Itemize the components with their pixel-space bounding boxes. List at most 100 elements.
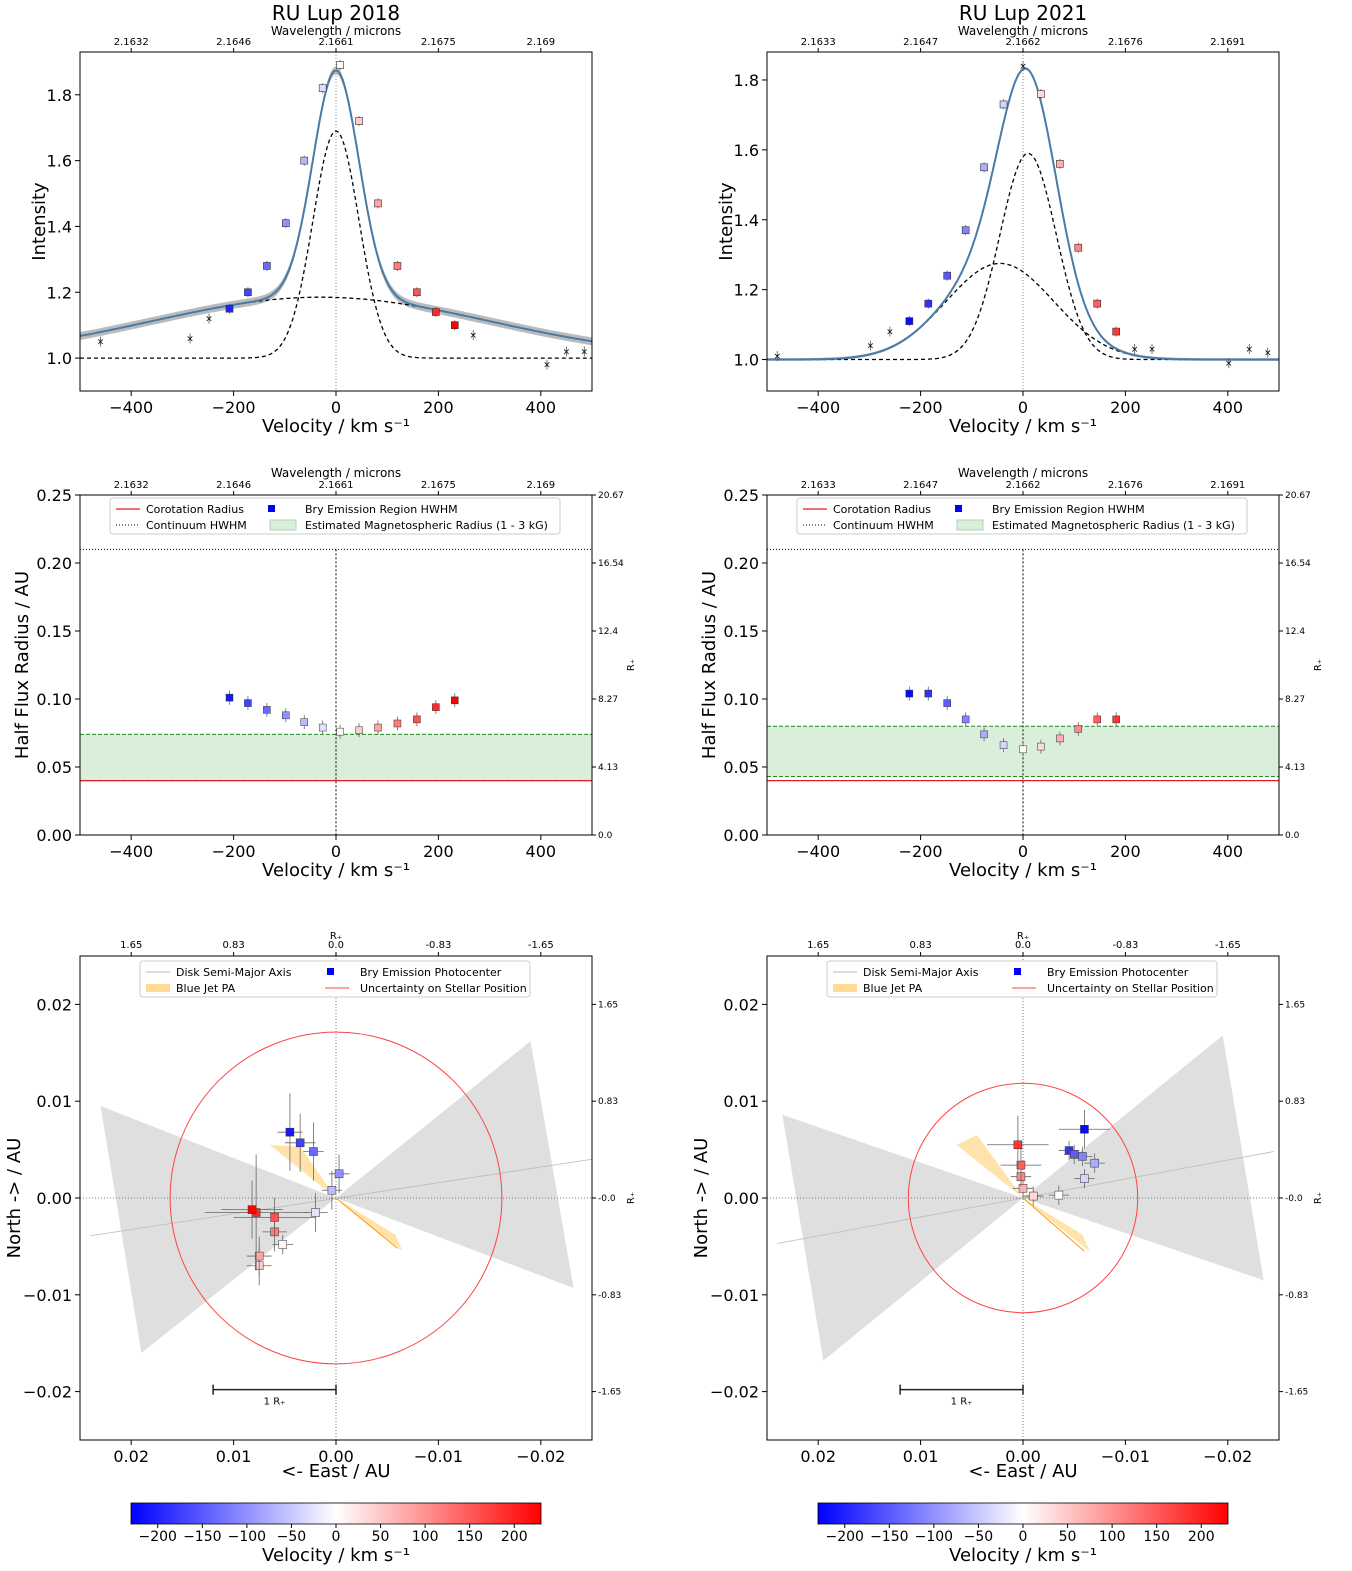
right-tick-label: 20.67 [1285, 491, 1311, 501]
right-tick-label: 8.27 [1285, 695, 1305, 705]
photocenter-point [1078, 1152, 1087, 1161]
top-tick-label: 2.169 [526, 480, 555, 491]
data-point: × [1246, 345, 1254, 355]
colorbar-tick-label: −150 [870, 1529, 908, 1545]
legend-swatch-hwhm [955, 505, 962, 512]
hfr-panel: −400 −200 0 200 400 0.00 0.05 0.10 0.15 0.20 0.25 0… [699, 466, 1324, 881]
data-point [374, 199, 382, 208]
photocenter-point [247, 1205, 257, 1214]
data-point [318, 84, 327, 93]
jet-wedge [956, 1135, 1023, 1198]
data-point [300, 718, 309, 726]
colorbar-tick-label: 100 [1099, 1529, 1126, 1545]
data-point [961, 226, 970, 235]
x-tick-label: 400 [1213, 842, 1244, 861]
y-tick-label: 1.8 [47, 86, 72, 105]
data-point [980, 163, 988, 172]
y-tick-label: 1.0 [47, 349, 72, 368]
y-tick-label: 0.02 [36, 995, 72, 1014]
x-tick-label: 0.01 [903, 1447, 939, 1466]
legend-label: Bry Emission Region HWHM [305, 503, 458, 516]
y-tick-label: 0.10 [723, 690, 759, 709]
photocenter-panel: 1 R₊0.02 0.01 0.00 −0.01 −0.02−0.02−0.010.00… [691, 931, 1324, 1482]
colorbar-tick-label: 50 [1059, 1529, 1077, 1545]
top-tick-label: -0.83 [425, 940, 451, 951]
data-point [1093, 715, 1101, 724]
photocenter-point [254, 1251, 264, 1261]
hfr-panel: −400 −200 0 200 400 0.00 0.05 0.10 0.15 0.20 0.25 0… [12, 466, 637, 881]
top-axis-label: R₊ [1017, 931, 1029, 942]
data-point [413, 715, 421, 724]
y-tick-label: −0.01 [23, 1286, 72, 1305]
legend-label: Continuum HWHM [833, 519, 934, 532]
right-axis-label: R₊ [626, 1192, 637, 1204]
data-point [318, 723, 327, 732]
top-axis-label: Wavelength / microns [271, 466, 401, 480]
data-point [451, 696, 459, 705]
top-tick-label: 2.1646 [216, 480, 251, 491]
y-tick-label: 0.00 [723, 1189, 759, 1208]
right-tick-label: 4.13 [598, 763, 618, 773]
colorbar-tick-label: 200 [1188, 1529, 1215, 1545]
spectrum-panel: × × × × × × × −400 −200 0 200 400 1.0 1.2 1.4 1.6 1.8 2.1… [29, 1, 593, 437]
top-tick-label: 1.65 [807, 940, 829, 951]
top-tick-label: 2.169 [526, 37, 555, 48]
top-tick-label: 2.1632 [114, 480, 149, 491]
top-axis-label: Wavelength / microns [958, 24, 1088, 38]
right-tick-label: 4.13 [1285, 763, 1305, 773]
plot-frame [766, 494, 1280, 836]
photocenter-point [1016, 1160, 1026, 1170]
scale-bar-label: 1 R₊ [264, 1397, 286, 1408]
right-tick-label: -1.65 [1285, 1388, 1308, 1398]
data-point [282, 219, 290, 227]
y-tick-label: 0.25 [36, 486, 72, 505]
photocenter-point [327, 1186, 337, 1195]
x-tick-label: −200 [212, 398, 256, 417]
legend-label: Blue Jet PA [176, 982, 236, 995]
legend: Corotation Radius Continuum HWHM Bry Emiss… [109, 497, 561, 535]
y-tick-label: 0.10 [36, 690, 72, 709]
data-point: × [543, 361, 551, 371]
data-point [980, 730, 988, 739]
top-tick-label: 2.1675 [421, 480, 456, 491]
data-point: × [1264, 349, 1272, 359]
y-tick-label: 1.8 [734, 71, 759, 90]
data-point [225, 304, 234, 313]
data-point [225, 693, 234, 702]
data-point [1019, 745, 1027, 754]
legend-box [139, 960, 531, 998]
y-tick-label: 0.20 [36, 554, 72, 573]
legend-label: Estimated Magnetospheric Radius (1 - 3 k… [305, 519, 548, 532]
legend-swatch-hwhm [268, 505, 275, 512]
y-axis-label: Intensity [29, 182, 50, 261]
right-tick-label: -1.65 [598, 1388, 621, 1398]
y-tick-label: 0.05 [723, 758, 759, 777]
photocenter-point [1080, 1125, 1089, 1134]
colorbar-tick-label: 0 [332, 1529, 341, 1545]
right-tick-label: 0.0 [598, 831, 613, 841]
right-tick-label: 0.83 [1285, 1097, 1305, 1107]
x-tick-label: 0 [1018, 842, 1028, 861]
plot-area [767, 956, 1279, 1440]
x-tick-label: −0.01 [1101, 1447, 1150, 1466]
right-tick-label: 1.65 [598, 1000, 618, 1010]
x-tick-label: −0.02 [1203, 1447, 1252, 1466]
y-tick-label: 0.02 [723, 995, 759, 1014]
x-tick-label: 0.01 [216, 1447, 252, 1466]
data-point [999, 100, 1008, 109]
data-point [282, 711, 290, 720]
x-tick-label: 0 [1018, 398, 1028, 417]
colorbar-label: Velocity / km s⁻¹ [949, 1545, 1097, 1566]
data-point [336, 727, 344, 736]
data-point [961, 715, 970, 724]
y-tick-label: 0.01 [723, 1092, 759, 1111]
legend-swatch-jet [146, 984, 170, 992]
x-tick-label: −400 [109, 398, 153, 417]
legend-swatch-jet [833, 984, 857, 992]
data-point: × [773, 352, 781, 362]
top-tick-label: 0.0 [328, 940, 344, 951]
photocenter-point [1028, 1191, 1038, 1201]
photocenter-point [285, 1127, 295, 1137]
right-tick-label: -0.83 [1285, 1291, 1308, 1301]
disk-major-axis [90, 1158, 592, 1237]
